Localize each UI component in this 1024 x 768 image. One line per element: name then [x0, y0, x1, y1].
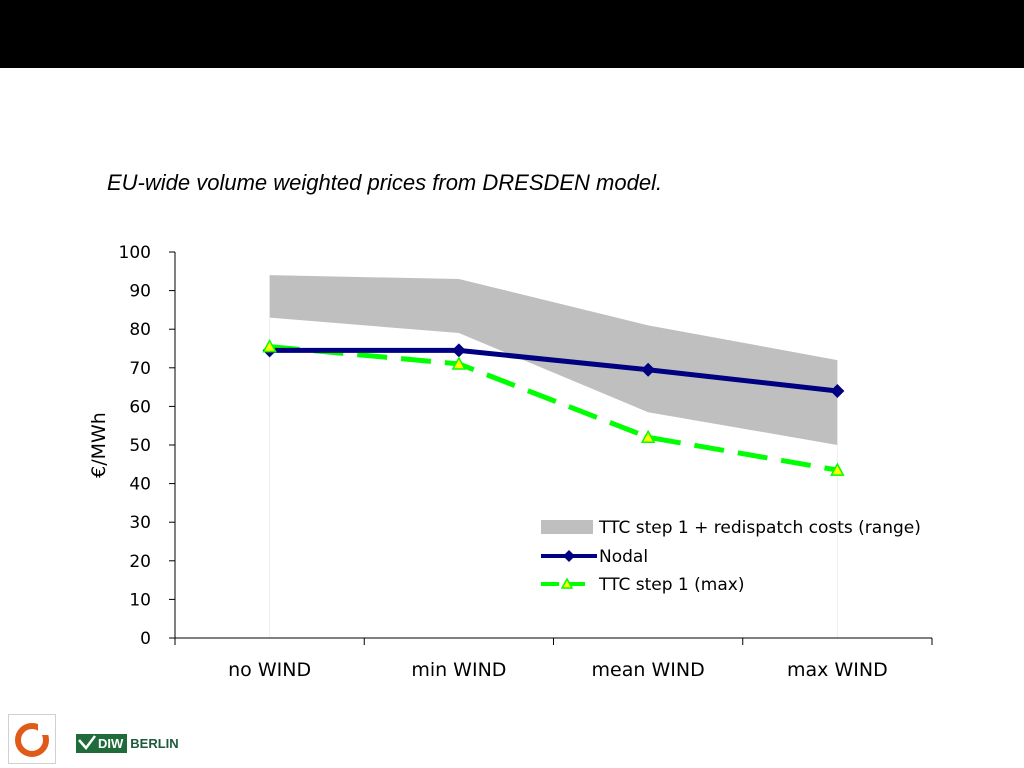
check-logo-icon: [78, 734, 96, 750]
y-tick-label: 100: [119, 243, 151, 263]
legend-marker-ttc: [560, 577, 574, 589]
x-tick-label: no WIND: [228, 659, 311, 681]
ring-logo-icon: [8, 714, 56, 764]
x-tick-label: mean WIND: [592, 659, 705, 681]
ttc-point: [262, 339, 277, 353]
y-tick-label: 40: [129, 475, 151, 495]
nodal-point: [641, 362, 656, 377]
ttc-point: [640, 429, 656, 444]
legend-label-nodal: Nodal: [599, 547, 648, 567]
nodal-point: [451, 343, 466, 358]
y-tick-label: 10: [129, 590, 151, 610]
ttc-point: [830, 462, 845, 476]
slide-caption: EU-wide volume weighted prices from DRES…: [107, 170, 663, 195]
y-axis-label: €/MWh: [88, 412, 110, 478]
series-line-nodal: [269, 347, 838, 394]
x-tick-label: min WIND: [411, 659, 506, 681]
legend-swatch-range: [541, 520, 593, 534]
diw-text: DIW: [98, 735, 124, 751]
y-tick-label: 80: [129, 320, 151, 340]
series-line-ttc: [269, 344, 838, 473]
nodal-point: [830, 383, 845, 398]
top-bar: [0, 0, 1024, 68]
y-tick-label: 90: [129, 282, 151, 302]
y-tick-label: 70: [129, 359, 151, 379]
diw-logo-box: DIW: [76, 733, 128, 753]
legend-label-ttc: TTC step 1 (max): [598, 575, 744, 595]
legend-label-range: TTC step 1 + redispatch costs (range): [598, 518, 921, 538]
y-tick-label: 20: [129, 552, 151, 572]
y-tick-label: 30: [129, 513, 151, 533]
ttc-point: [451, 356, 467, 370]
y-tick-label: 0: [140, 629, 151, 649]
diw-berlin-logo: DIW BERLIN: [76, 733, 179, 753]
berlin-text: BERLIN: [130, 735, 179, 751]
legend-marker-nodal: [563, 550, 575, 562]
y-tick-label: 50: [129, 436, 151, 456]
x-tick-label: max WIND: [787, 659, 888, 681]
y-tick-label: 60: [129, 397, 151, 417]
